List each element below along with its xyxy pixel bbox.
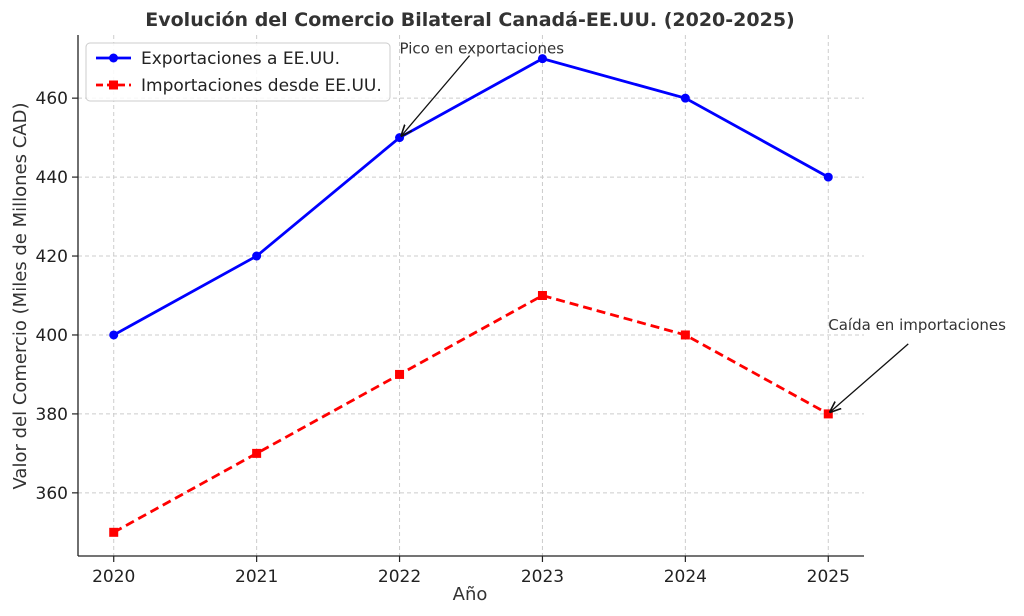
annotations: Pico en exportaciones Caída en importacio… [400,40,1006,412]
legend-marker [109,80,118,90]
data-point [680,330,690,340]
series-line [113,57,829,337]
data-point [109,527,119,537]
y-tick-label: 440 [36,168,68,188]
x-tick-label: 2021 [235,567,278,587]
x-tick-label: 2020 [92,567,135,587]
y-tick-label: 400 [36,326,68,346]
series-line [113,293,829,534]
series [109,54,833,537]
x-tick-label: 2025 [807,567,850,587]
annotation-text: Caída en importaciones [828,316,1006,334]
data-point [252,251,262,261]
data-point [823,172,833,182]
y-tick-label: 380 [36,405,68,425]
y-tick-label: 460 [36,89,68,109]
x-tick-label: 2024 [664,567,707,587]
legend-box [85,42,391,102]
x-tick-label: 2022 [378,567,421,587]
annotation-text: Pico en exportaciones [400,40,565,58]
legend-label: Exportaciones a EE.UU. [141,49,340,69]
data-point [109,330,119,340]
axes: 2020 2021 2022 2023 2024 2025 360 380 400 420 440 4… [36,35,864,587]
data-point [680,93,690,103]
legend: Exportaciones a EE.UU. Importaciones desd… [85,42,391,102]
data-point [537,54,547,64]
legend-marker [109,53,118,63]
series-exportaciones [109,54,833,340]
data-point [252,448,262,458]
chart-title: Evolución del Comercio Bilateral Canadá-… [145,9,794,31]
x-tick-label: 2023 [521,567,564,587]
grid [78,35,864,556]
data-point [537,291,547,300]
data-point [395,369,405,379]
y-tick-label: 360 [36,484,68,504]
annotation-arrow [830,343,909,412]
annotation-arrow [402,55,471,136]
y-tick-label: 420 [36,247,68,267]
x-axis-label: Año [453,584,488,605]
y-axis-label: Valor del Comercio (Miles de Millones CA… [10,103,31,490]
legend-label: Importaciones desde EE.UU. [141,76,382,96]
